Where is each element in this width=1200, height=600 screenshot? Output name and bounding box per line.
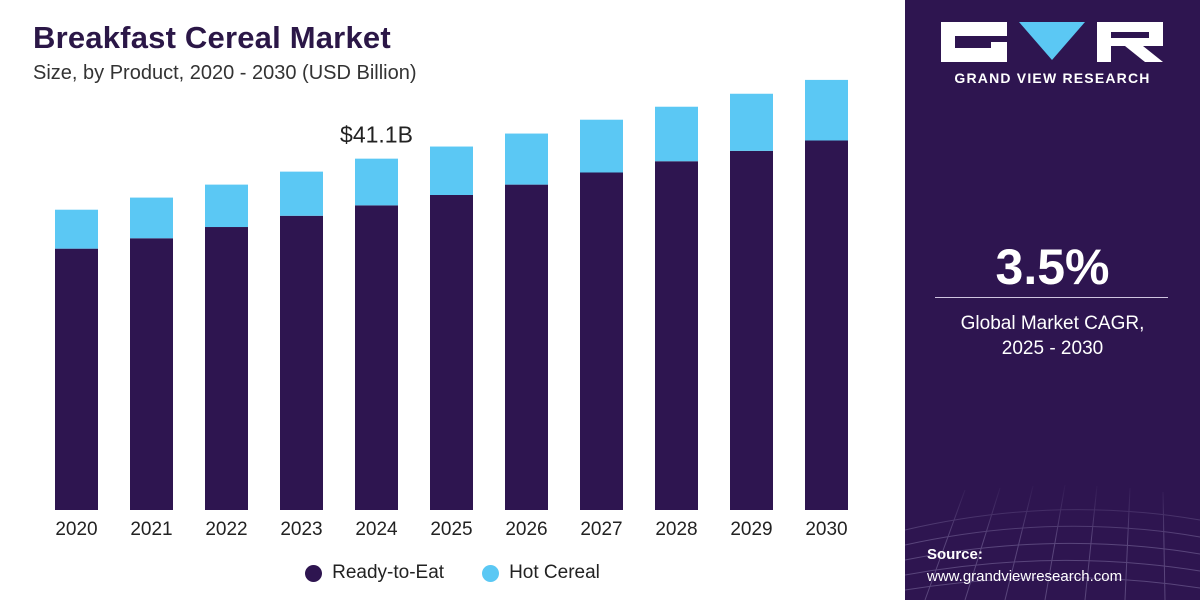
gvr-logo-icon <box>941 22 1163 62</box>
bar-hot-cereal-2021 <box>130 197 173 239</box>
x-tick-label-2026: 2026 <box>505 519 547 540</box>
brand-panel: GRAND VIEW RESEARCH 3.5% Global Market C… <box>905 0 1200 600</box>
legend-swatch <box>305 564 323 582</box>
legend-item-ready-to-eat: Ready-to-Eat <box>305 562 444 584</box>
bar-ready-to-eat-2023 <box>280 215 323 510</box>
cagr-label-line1: Global Market CAGR, <box>960 313 1145 334</box>
bar-hot-cereal-2028 <box>655 106 698 162</box>
bar-hot-cereal-2020 <box>55 209 98 249</box>
bar-hot-cereal-2030 <box>805 79 848 141</box>
bar-ready-to-eat-2029 <box>730 150 773 510</box>
bar-annotation-label: $41.1B <box>340 122 413 148</box>
chart-legend: Ready-to-Eat Hot Cereal <box>0 562 905 584</box>
x-tick-label-2028: 2028 <box>655 519 697 540</box>
chart-subtitle: Size, by Product, 2020 - 2030 (USD Billi… <box>33 62 417 84</box>
bar-hot-cereal-2026 <box>505 133 548 185</box>
source-url[interactable]: www.grandviewresearch.com <box>927 568 1123 585</box>
brand-name: GRAND VIEW RESEARCH <box>954 70 1151 86</box>
grid-floor-decoration <box>905 480 1200 600</box>
x-tick-label-2030: 2030 <box>805 519 847 540</box>
bar-ready-to-eat-2030 <box>805 140 848 510</box>
bar-ready-to-eat-2026 <box>505 184 548 510</box>
bar-hot-cereal-2023 <box>280 171 323 216</box>
x-tick-label-2029: 2029 <box>730 519 772 540</box>
x-tick-label-2021: 2021 <box>130 519 172 540</box>
legend-item-hot-cereal: Hot Cereal <box>482 562 600 584</box>
x-tick-label-2027: 2027 <box>580 519 622 540</box>
bar-ready-to-eat-2022 <box>205 227 248 510</box>
bar-ready-to-eat-2021 <box>130 238 173 510</box>
x-tick-label-2023: 2023 <box>280 519 322 540</box>
chart-title: Breakfast Cereal Market <box>33 20 391 55</box>
legend-swatch <box>482 564 500 582</box>
bar-hot-cereal-2024 <box>355 158 398 206</box>
bar-hot-cereal-2027 <box>580 119 623 173</box>
x-tick-label-2022: 2022 <box>205 519 247 540</box>
cagr-label-line2: 2025 - 2030 <box>1001 338 1104 359</box>
cagr-label: Global Market CAGR, 2025 - 2030 <box>925 311 1180 361</box>
source-label: Source: <box>927 546 983 563</box>
legend-label: Ready-to-Eat <box>332 562 445 583</box>
legend-label: Hot Cereal <box>509 562 600 583</box>
cagr-divider <box>935 297 1168 298</box>
bar-ready-to-eat-2020 <box>55 248 98 510</box>
x-tick-label-2020: 2020 <box>55 519 97 540</box>
bar-hot-cereal-2025 <box>430 146 473 195</box>
cagr-value: 3.5% <box>995 239 1110 295</box>
bar-ready-to-eat-2028 <box>655 161 698 510</box>
x-tick-label-2025: 2025 <box>430 519 472 540</box>
x-tick-label-2024: 2024 <box>355 519 398 540</box>
bar-ready-to-eat-2027 <box>580 172 623 510</box>
chart-panel: Breakfast Cereal Market Size, by Product… <box>0 20 905 584</box>
stacked-bar-chart: 2020 2021 2022 2023 2024 2025 2026 2027 2028 2029… <box>55 79 848 540</box>
source-note: Source: www.grandviewresearch.com <box>927 544 1122 588</box>
bar-ready-to-eat-2024 <box>355 205 398 510</box>
bar-hot-cereal-2022 <box>205 184 248 228</box>
bar-hot-cereal-2029 <box>730 93 773 151</box>
bar-ready-to-eat-2025 <box>430 195 473 510</box>
